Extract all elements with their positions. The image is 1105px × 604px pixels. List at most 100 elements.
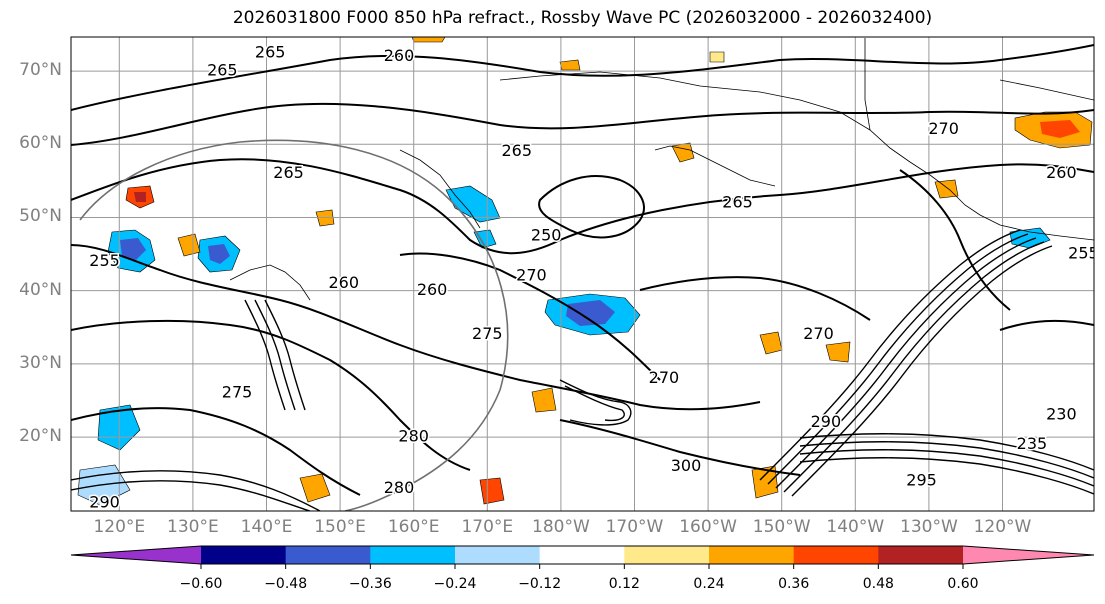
contour-label: 265 <box>207 61 238 80</box>
colorbar-segment <box>539 546 625 564</box>
shade-patch <box>445 185 501 223</box>
contour-band <box>799 441 1094 479</box>
colorbar-extend-min <box>71 546 201 564</box>
colorbar-tick-label: −0.24 <box>433 576 477 592</box>
contour-label: 290 <box>811 412 842 431</box>
shade-patch <box>751 465 779 499</box>
contour-band <box>559 379 632 426</box>
colorbar-tick-label: −0.36 <box>348 576 392 592</box>
colorbar-segment <box>285 546 371 564</box>
contour-band <box>264 299 306 411</box>
contour-label: 230 <box>1046 405 1077 424</box>
contour-line <box>999 319 1094 331</box>
colorbar-tick-label: −0.48 <box>264 576 308 592</box>
latitude-label: 30°N <box>19 352 62 373</box>
shade-patch <box>1040 120 1080 138</box>
contours <box>71 44 1094 496</box>
contour-label: 260 <box>1046 163 1077 182</box>
contour-line <box>71 244 761 411</box>
contour-line <box>71 44 1094 111</box>
shade-patch <box>208 244 230 264</box>
contour-label-layer: 265 260 265 265 265 250 265 270 260 260 260 270 275 2… <box>88 41 1099 511</box>
shade-patch <box>825 341 851 363</box>
colorbar-segment <box>624 546 710 564</box>
colorbar-tick-label: −0.60 <box>179 576 223 592</box>
contour-label: 260 <box>417 280 448 299</box>
shade-patch <box>120 238 146 260</box>
contour-line <box>71 158 1094 255</box>
coastline-canada <box>864 38 871 131</box>
longitude-label: 160°W <box>679 517 737 537</box>
contour-line <box>71 407 361 496</box>
contour-band <box>71 470 321 511</box>
contour-band <box>799 457 1094 495</box>
contour-label: 275 <box>472 324 503 343</box>
map-background <box>71 37 1094 511</box>
great-circle-arc <box>79 139 509 511</box>
contour-band <box>799 433 1094 471</box>
contour-label: 300 <box>671 456 702 475</box>
longitude-label: 140°E <box>240 517 293 537</box>
shade-patch <box>177 233 201 257</box>
contour-line <box>71 102 1094 146</box>
map-frame <box>70 36 1095 512</box>
contour-label: 280 <box>398 427 429 446</box>
colorbar-tick-label: −0.12 <box>518 576 562 592</box>
contour-band <box>799 449 1094 487</box>
contour-label: 255 <box>1068 244 1099 263</box>
shade-patch <box>411 37 446 43</box>
longitude-label: 130°E <box>167 517 219 537</box>
longitude-label: 150°W <box>752 517 811 537</box>
colorbar-segment <box>709 546 795 564</box>
coastline-aleutians <box>654 145 776 187</box>
longitude-label: 130°W <box>900 517 958 537</box>
contour-label: 265 <box>273 163 304 182</box>
contour-label: 280 <box>384 478 415 497</box>
contour-label: 270 <box>803 324 834 343</box>
longitude-label: 120°E <box>93 517 146 537</box>
longitude-label: 150°E <box>314 517 366 537</box>
coastline-kamchatka <box>399 149 481 229</box>
colorbar-tick-label: 0.12 <box>608 576 640 592</box>
contour-band <box>791 245 1053 497</box>
shade-patch <box>473 229 497 249</box>
contour-label: 250 <box>531 225 562 244</box>
longitude-label: 170°W <box>605 517 664 537</box>
contour-line <box>899 169 1011 311</box>
contour-label: 270 <box>928 119 959 138</box>
colorbar-segment <box>455 546 541 564</box>
contour-band <box>759 229 1021 481</box>
contour-label: 275 <box>222 383 253 402</box>
contour-label: 255 <box>89 251 120 270</box>
shade-patch <box>709 51 725 63</box>
longitude-label: 170°E <box>461 517 514 537</box>
shade-patch <box>934 179 959 199</box>
longitude-label: 160°E <box>387 517 440 537</box>
contour-label: 260 <box>384 46 415 65</box>
contour-band <box>564 385 625 422</box>
colorbar-extend-max <box>963 546 1094 564</box>
shade-patch <box>479 477 505 505</box>
shade-patch <box>299 473 331 503</box>
longitude-label: 120°W <box>973 517 1032 537</box>
shade-patch <box>134 192 146 202</box>
longitude-label: 180°W <box>532 517 590 537</box>
latitude-label: 60°N <box>19 133 62 154</box>
colorbar-segment <box>793 546 879 564</box>
colorbar-segment <box>370 546 456 564</box>
contour-label: 265 <box>501 141 532 160</box>
contour-band <box>254 299 296 411</box>
contour-band <box>244 299 286 411</box>
latitude-label: 50°N <box>19 206 62 227</box>
colorbar-segment <box>878 546 964 564</box>
shade-patch <box>559 59 581 71</box>
contour-label: 290 <box>89 492 120 511</box>
contour-label: 270 <box>649 368 680 387</box>
shade-patch <box>566 300 615 326</box>
latitude-label: 70°N <box>19 60 62 81</box>
map-title: 2026031800 F000 850 hPa refract., Rossby… <box>232 8 933 28</box>
latitude-label: 40°N <box>19 279 62 300</box>
dense-contour-bands <box>71 229 1094 511</box>
contour-line <box>538 175 645 239</box>
